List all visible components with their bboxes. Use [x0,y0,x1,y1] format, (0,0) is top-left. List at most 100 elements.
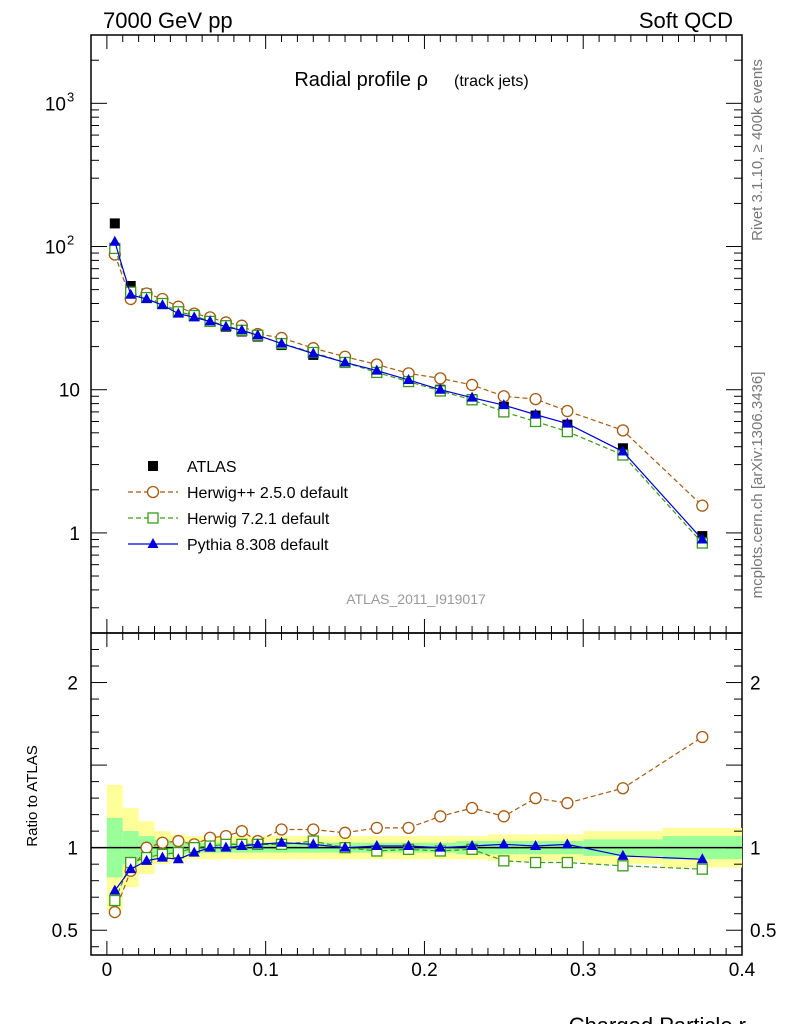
pythia-point [204,841,216,852]
y-tick-label: 10 [45,94,66,115]
herwig7-line [114,248,703,544]
herwig7-point [498,855,510,867]
atlas-data-point [125,281,136,292]
pythia-point [307,347,319,358]
pythia-point [696,853,708,864]
pythia-point [561,838,573,849]
legend-marker [146,485,160,499]
herwigpp-point [696,730,709,744]
pythia-point [109,884,121,895]
y-tick-label: 1 [69,524,80,545]
pythia-point [339,841,351,852]
legend-marker [147,538,159,548]
pythia-point [434,383,446,394]
pythia-point [236,324,248,335]
herwigpp-point [434,372,447,385]
herwigpp-point [616,782,630,795]
pythia-point [141,293,153,304]
herwigpp-point [434,810,447,823]
legend-label: Herwig 7.2.1 default [187,511,330,528]
herwigpp-point [529,791,542,805]
herwigpp-point [465,378,479,392]
pythia-point [172,853,184,864]
pythia-point [236,840,248,851]
pythia-point [252,838,264,849]
y-tick-label: 10 [59,381,80,402]
pythia-point [617,445,629,456]
atlas-data-point [109,218,120,229]
herwigpp-point [235,825,248,838]
legend: ATLAS Herwig++ 2.5.0 default Herwig 7.2.1 … [128,459,349,554]
header-category-label: Soft QCD [639,8,733,33]
pythia-point [466,391,478,402]
pythia-point [276,337,288,348]
herwig7-point [561,425,573,438]
pythia-point [141,854,153,865]
x-tick-label: 0.3 [570,960,596,981]
herwigpp-line [114,254,703,507]
herwigpp-point [402,821,415,835]
y-tick-exponent: 3 [67,89,74,104]
pythia-point [188,311,200,322]
x-tick-label: 0 [102,960,113,981]
pythia-point [617,849,629,860]
herwigpp-point [561,404,574,418]
x-axis-label: Charged Particle r [569,1013,746,1024]
herwigpp-point [497,810,510,823]
pythia-line [114,842,703,891]
herwig7-point [617,860,629,872]
herwigpp-point [616,424,630,437]
pythia-point [561,417,573,428]
legend-marker [147,512,159,524]
herwigpp-point [307,823,320,836]
herwig7-line [114,840,703,901]
rivet-side-label: Rivet 3.1.10, ≥ 400k events [749,59,766,241]
ratio-y-tick-label-right: 0.5 [750,921,776,942]
herwigpp-line [114,736,703,913]
x-tick-label: 0.4 [729,960,756,981]
herwigpp-point [696,499,709,512]
herwigpp-point [275,823,288,836]
pythia-point [498,399,510,410]
pythia-point [530,408,542,419]
y-tick-label: 10 [45,238,66,259]
pythia-point [403,840,415,851]
pythia-point [498,838,510,849]
pythia-point [125,863,137,874]
pythia-point [220,320,232,331]
pythia-point [339,356,351,367]
main-series-group [108,218,709,549]
axis-ticks [91,34,743,955]
ratio-y-axis-label: Ratio to ATLAS [24,745,41,846]
legend-label: ATLAS [187,459,237,476]
pythia-point [307,838,319,849]
ratio-series-group [108,730,709,919]
ratio-y-tick-label: 1 [67,839,78,860]
herwig7-point [561,856,573,869]
pythia-point [156,851,168,862]
analysis-watermark: ATLAS_2011_I919017 [346,591,486,607]
herwigpp-point [370,821,383,835]
pythia-point [696,533,708,544]
mcplots-side-label: mcplots.cern.ch [arXiv:1306.3436] [749,372,766,599]
herwigpp-point [465,801,479,815]
main-title: Radial profile ρ [294,69,428,91]
pythia-point [204,315,216,326]
ratio-y-tick-label-right: 1 [750,839,761,860]
herwigpp-point [172,834,185,848]
herwigpp-point [529,392,542,406]
x-tick-label: 0.2 [411,960,437,981]
y-tick-exponent: 2 [67,233,74,248]
herwigpp-point [140,841,153,854]
pythia-point [434,841,446,852]
herwig7-point [109,894,121,907]
ratio-y-tick-label: 0.5 [52,921,78,942]
herwigpp-point [561,796,574,810]
herwigpp-point [108,905,121,919]
legend-label: Herwig++ 2.5.0 default [187,485,349,502]
pythia-point [371,364,383,375]
pythia-point [109,235,121,246]
pythia-point [252,329,264,340]
